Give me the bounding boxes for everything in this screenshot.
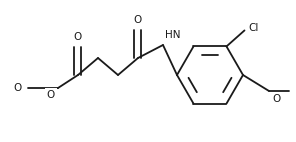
Text: Cl: Cl [249,23,259,33]
Text: O: O [14,83,22,93]
Text: O: O [47,90,55,100]
Text: O: O [74,32,82,42]
Text: O: O [134,15,142,25]
Text: O: O [272,94,280,104]
Text: HN: HN [165,30,181,40]
